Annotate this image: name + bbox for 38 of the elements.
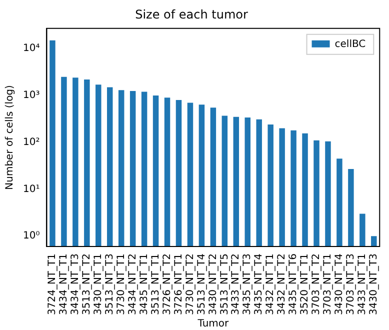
x-tick-label: 3513_NT_T1: [150, 253, 162, 316]
y-tick-label: 10⁴: [23, 43, 40, 54]
y-tick-label: 10²: [23, 136, 40, 148]
x-tick-label: 3703_NT_T1: [322, 253, 334, 316]
x-tick-label: 3703_NT_T3: [346, 253, 357, 316]
x-tick-label: 3432_NT_T2: [276, 253, 288, 316]
x-tick-label: 3435_NT_T6: [288, 253, 300, 316]
x-tick-label: 3435_NT_T1: [138, 253, 150, 316]
chart-title: Size of each tumor: [135, 7, 248, 22]
y-tick-label: 10⁰: [23, 230, 40, 242]
x-tick-label: 3730_NT_T1: [116, 253, 127, 316]
x-tick-label: 3434_NT_T2: [127, 253, 138, 316]
x-tick-label: 3520_NT_T1: [300, 253, 311, 316]
x-tick-label: 3726_NT_T2: [162, 253, 173, 316]
x-tick-label: 3433_NT_T1: [357, 253, 368, 316]
x-tick-label: 3430_NT_T4: [334, 253, 346, 316]
x-axis-title: Tumor: [196, 318, 230, 330]
x-tick-label: 3430_NT_T3: [368, 253, 380, 316]
x-tick-label: 3513_NT_T5: [219, 253, 230, 316]
x-tick-label: 3703_NT_T2: [311, 253, 322, 316]
y-tick-label: 10¹: [23, 184, 40, 195]
x-tick-label: 3730_NT_T2: [184, 253, 196, 316]
x-tick-label: 3432_NT_T1: [265, 253, 276, 316]
x-tick-label: 3434_NT_T3: [70, 253, 82, 316]
x-tick-label: 3513_NT_T4: [196, 253, 208, 316]
x-tick-label: 3433_NT_T2: [230, 253, 242, 316]
x-tick-label: 3430_NT_T2: [208, 253, 219, 316]
y-tick-label: 10³: [23, 90, 40, 102]
x-tick-label: 3435_NT_T3: [242, 253, 254, 316]
x-tick-label: 3726_NT_T1: [173, 253, 184, 316]
x-tick-label: 3430_NT_T1: [92, 253, 104, 316]
x-tick-label: 3513_NT_T3: [104, 253, 116, 316]
x-tick-label: 3435_NT_T4: [254, 253, 265, 316]
x-tick-label: 3513_NT_T2: [82, 253, 93, 316]
legend-label: cellBC: [334, 38, 366, 50]
x-tick-label: 3724_NT_T1: [47, 253, 58, 316]
y-axis-title: Number of cells (log): [4, 84, 16, 190]
x-tick-label: 3434_NT_T1: [58, 253, 70, 316]
